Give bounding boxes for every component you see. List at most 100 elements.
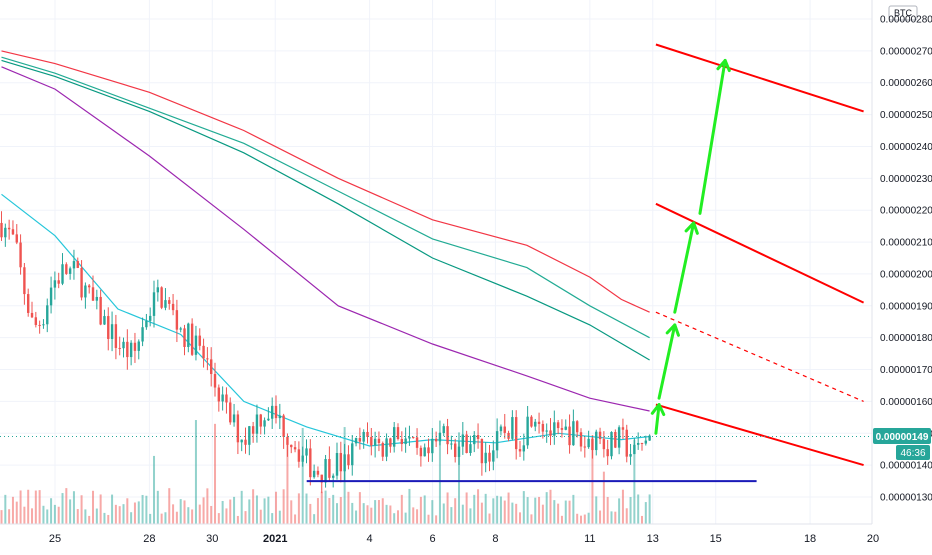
time-tick-label: 25 <box>49 533 61 545</box>
volume-bar <box>301 428 304 524</box>
volume-bar <box>27 489 30 524</box>
candle-body <box>183 328 186 347</box>
candle-body <box>335 452 339 476</box>
projection-arrow-head <box>665 323 680 337</box>
volume-bar <box>236 515 239 524</box>
volume-bar <box>42 505 45 524</box>
volume-bar <box>275 491 278 524</box>
volume-bar <box>579 515 582 524</box>
candle-body <box>587 438 590 448</box>
volume-bar <box>324 490 327 524</box>
volume-bar <box>179 499 182 524</box>
volume-bar <box>198 504 201 524</box>
volume-bar <box>461 504 464 524</box>
time-axis-panel[interactable] <box>0 524 932 550</box>
candle-body <box>636 442 640 445</box>
candle-body <box>179 328 182 330</box>
volume-bar <box>648 494 651 524</box>
candle-body <box>30 312 34 318</box>
candle-body <box>221 394 224 402</box>
candle-body <box>530 416 533 427</box>
candle-body <box>412 437 415 439</box>
volume-bar <box>84 509 87 524</box>
candle-body <box>415 437 419 448</box>
candle-body <box>42 324 45 326</box>
volume-bar <box>587 512 590 524</box>
candlesticks <box>0 211 651 494</box>
price-tick-label: 0.00000200 <box>880 269 932 280</box>
volume-bar <box>191 509 194 524</box>
candle-body <box>141 327 144 342</box>
candle-body <box>7 227 11 230</box>
candle-body <box>564 426 567 430</box>
volume-bar <box>221 500 224 524</box>
candle-body <box>331 475 335 478</box>
candle-body <box>209 359 213 375</box>
volume-bar <box>38 490 41 524</box>
candle-body <box>34 317 38 325</box>
moving-average-line <box>1 50 650 313</box>
candle-body <box>343 454 346 472</box>
volume-bar <box>95 508 98 524</box>
candle-body <box>434 438 438 442</box>
candle-body <box>270 405 274 419</box>
volume-bar <box>496 495 499 524</box>
candle-body <box>194 335 198 355</box>
candle-body <box>19 242 22 268</box>
volume-bar <box>477 489 480 524</box>
volume-bar <box>278 510 281 524</box>
volume-bar <box>644 502 647 524</box>
price-tick-label: 0.00000250 <box>880 110 932 121</box>
candle-body <box>145 320 148 328</box>
candle-body <box>282 415 285 437</box>
candle-body <box>495 431 499 451</box>
candle-body <box>38 324 41 326</box>
candle-body <box>514 417 518 450</box>
volume-bar <box>568 500 571 524</box>
moving-average-line <box>1 56 650 339</box>
volume-bar <box>637 494 640 524</box>
candle-body <box>621 427 625 430</box>
volume-bar <box>625 508 628 524</box>
volume-bar <box>492 498 495 524</box>
volume-bar <box>107 514 110 524</box>
volume-bar <box>229 499 232 524</box>
volume-bar <box>389 505 392 524</box>
candle-body <box>453 443 457 457</box>
candle-body <box>118 347 121 349</box>
candle-body <box>534 421 537 427</box>
volume-bar <box>50 498 53 524</box>
volume-bar <box>446 492 449 524</box>
volume-bar <box>610 511 613 524</box>
volume-bar <box>595 496 598 524</box>
price-tick-label: 0.00000240 <box>880 142 932 153</box>
price-tick-label: 0.00000270 <box>880 46 932 57</box>
candle-body <box>450 443 453 445</box>
candle-body <box>84 285 87 298</box>
volume-bar <box>286 440 289 524</box>
bar-countdown-tag: 46:36 <box>896 445 930 460</box>
price-tick-label: 0.00000220 <box>880 206 932 217</box>
candle-body <box>339 452 343 472</box>
volume-bar <box>0 510 3 524</box>
resistance-line <box>655 202 865 304</box>
candle-body <box>560 428 564 430</box>
quote-currency-label: BTC <box>894 8 913 18</box>
candle-body <box>107 316 110 339</box>
volume-bar <box>76 509 79 524</box>
volume-bar <box>118 506 121 524</box>
volume-bar <box>358 492 361 524</box>
candle-body <box>526 416 529 446</box>
volume-bar <box>564 500 567 524</box>
volume-bar <box>187 507 190 524</box>
candle-body <box>400 439 404 445</box>
volume-bar <box>31 508 34 524</box>
volume-bar <box>362 503 365 524</box>
candle-body <box>114 324 118 348</box>
volume-bar <box>553 500 556 524</box>
candle-body <box>175 310 179 330</box>
candle-body <box>110 324 114 339</box>
candle-body <box>648 435 651 441</box>
candle-body <box>244 439 247 445</box>
